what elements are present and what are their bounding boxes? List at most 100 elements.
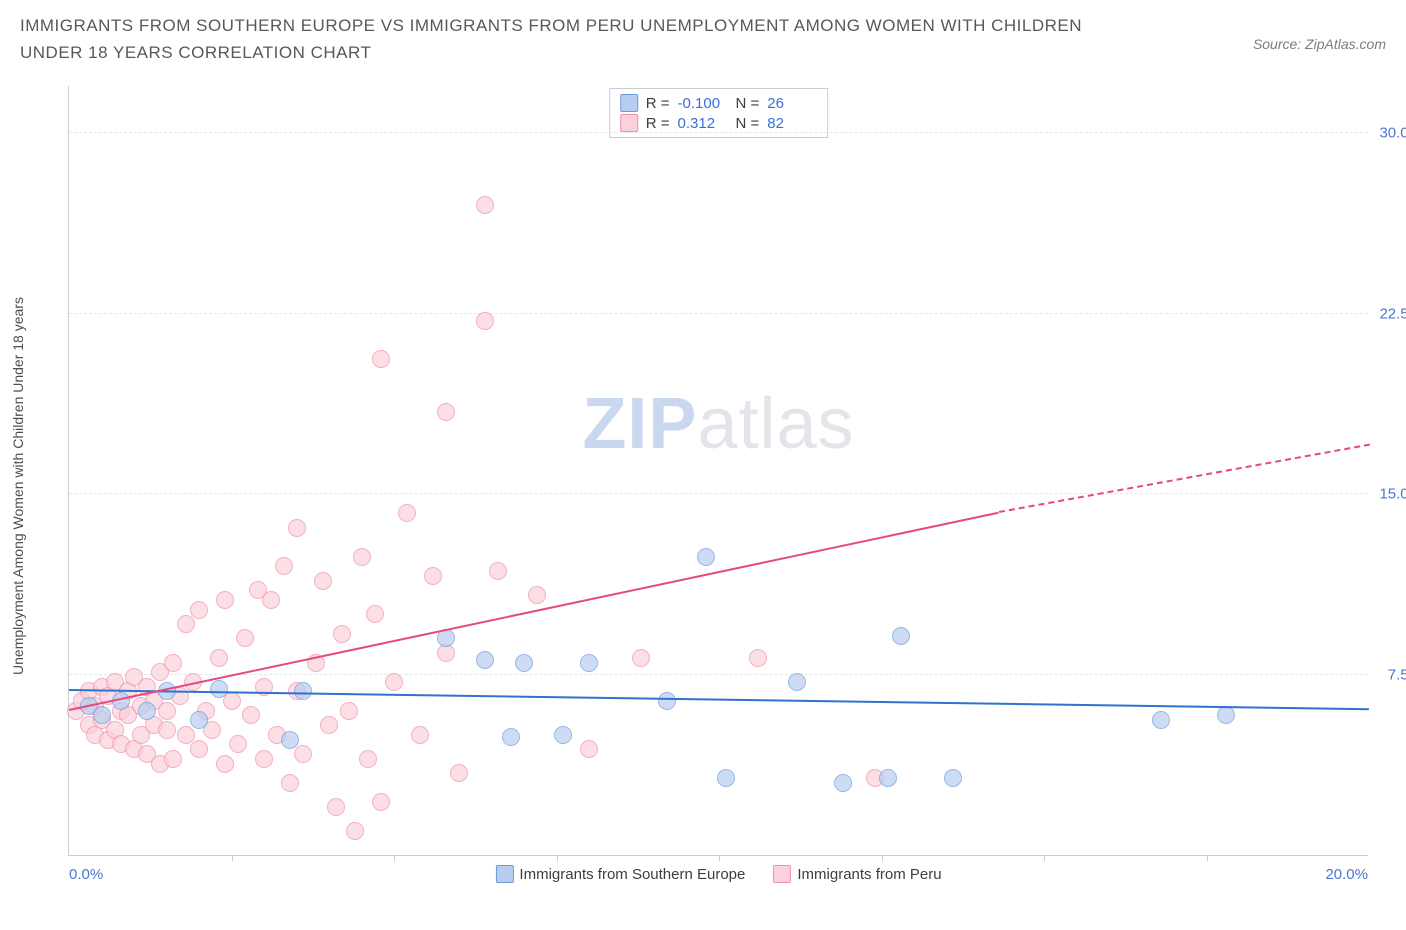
trend-line-pink-extrapolated — [998, 444, 1369, 513]
data-point-pink — [164, 750, 182, 768]
data-point-pink — [489, 562, 507, 580]
swatch-pink — [773, 865, 791, 883]
data-point-pink — [340, 702, 358, 720]
data-point-pink — [190, 601, 208, 619]
legend-label-pink: Immigrants from Peru — [797, 866, 941, 883]
n-value-blue: 26 — [767, 95, 817, 112]
watermark: ZIPatlas — [582, 383, 854, 465]
r-label: R = — [646, 115, 670, 132]
data-point-blue — [944, 769, 962, 787]
data-point-pink — [580, 740, 598, 758]
data-point-pink — [190, 740, 208, 758]
gridline — [69, 313, 1368, 314]
legend: Immigrants from Southern Europe Immigran… — [495, 865, 941, 883]
source-label: Source: ZipAtlas.com — [1253, 36, 1386, 52]
watermark-atlas: atlas — [697, 384, 854, 464]
data-point-pink — [314, 572, 332, 590]
data-point-blue — [879, 769, 897, 787]
data-point-blue — [281, 731, 299, 749]
swatch-blue — [495, 865, 513, 883]
data-point-pink — [327, 798, 345, 816]
data-point-blue — [788, 673, 806, 691]
data-point-pink — [275, 557, 293, 575]
data-point-blue — [1152, 711, 1170, 729]
legend-item-pink: Immigrants from Peru — [773, 865, 941, 883]
trend-line-blue — [69, 689, 1369, 710]
y-tick-label: 30.0% — [1379, 125, 1406, 142]
data-point-blue — [93, 706, 111, 724]
data-point-pink — [424, 567, 442, 585]
x-tick — [719, 855, 720, 861]
gridline — [69, 132, 1368, 133]
y-tick-label: 22.5% — [1379, 305, 1406, 322]
n-value-pink: 82 — [767, 115, 817, 132]
data-point-blue — [658, 692, 676, 710]
data-point-pink — [177, 726, 195, 744]
chart-container: Unemployment Among Women with Children U… — [20, 86, 1386, 906]
data-point-blue — [717, 769, 735, 787]
legend-label-blue: Immigrants from Southern Europe — [519, 866, 745, 883]
y-tick-label: 15.0% — [1379, 486, 1406, 503]
data-point-pink — [242, 706, 260, 724]
scatter-plot: ZIPatlas R = -0.100 N = 26 R = 0.312 N =… — [68, 86, 1368, 856]
x-tick — [394, 855, 395, 861]
y-axis-label: Unemployment Among Women with Children U… — [10, 297, 26, 675]
data-point-pink — [158, 721, 176, 739]
data-point-pink — [476, 312, 494, 330]
data-point-pink — [528, 586, 546, 604]
y-tick-label: 7.5% — [1388, 666, 1406, 683]
data-point-pink — [229, 735, 247, 753]
data-point-blue — [834, 774, 852, 792]
data-point-pink — [262, 591, 280, 609]
n-label: N = — [736, 115, 760, 132]
data-point-pink — [281, 774, 299, 792]
data-point-pink — [632, 649, 650, 667]
data-point-pink — [164, 654, 182, 672]
data-point-pink — [177, 615, 195, 633]
data-point-pink — [236, 629, 254, 647]
data-point-blue — [892, 627, 910, 645]
x-axis-max: 20.0% — [1325, 866, 1368, 883]
swatch-pink — [620, 114, 638, 132]
trend-line-pink — [69, 511, 999, 710]
gridline — [69, 493, 1368, 494]
data-point-pink — [372, 350, 390, 368]
x-tick — [557, 855, 558, 861]
data-point-pink — [216, 591, 234, 609]
x-tick — [1207, 855, 1208, 861]
data-point-pink — [216, 755, 234, 773]
data-point-blue — [554, 726, 572, 744]
legend-item-blue: Immigrants from Southern Europe — [495, 865, 745, 883]
r-value-blue: -0.100 — [678, 95, 728, 112]
data-point-pink — [749, 649, 767, 667]
data-point-pink — [366, 605, 384, 623]
stats-row-pink: R = 0.312 N = 82 — [620, 113, 818, 133]
data-point-blue — [515, 654, 533, 672]
data-point-pink — [353, 548, 371, 566]
x-tick — [1044, 855, 1045, 861]
data-point-pink — [210, 649, 228, 667]
watermark-zip: ZIP — [582, 384, 697, 464]
x-tick — [882, 855, 883, 861]
data-point-blue — [210, 680, 228, 698]
data-point-pink — [450, 764, 468, 782]
data-point-pink — [359, 750, 377, 768]
page-title: IMMIGRANTS FROM SOUTHERN EUROPE VS IMMIG… — [20, 12, 1120, 66]
r-value-pink: 0.312 — [678, 115, 728, 132]
data-point-pink — [437, 403, 455, 421]
n-label: N = — [736, 95, 760, 112]
stats-box: R = -0.100 N = 26 R = 0.312 N = 82 — [609, 88, 829, 138]
r-label: R = — [646, 95, 670, 112]
data-point-blue — [580, 654, 598, 672]
data-point-pink — [294, 745, 312, 763]
x-tick — [232, 855, 233, 861]
data-point-pink — [158, 702, 176, 720]
data-point-blue — [697, 548, 715, 566]
data-point-blue — [502, 728, 520, 746]
swatch-blue — [620, 94, 638, 112]
data-point-blue — [190, 711, 208, 729]
data-point-pink — [411, 726, 429, 744]
data-point-pink — [288, 519, 306, 537]
data-point-blue — [138, 702, 156, 720]
data-point-pink — [320, 716, 338, 734]
